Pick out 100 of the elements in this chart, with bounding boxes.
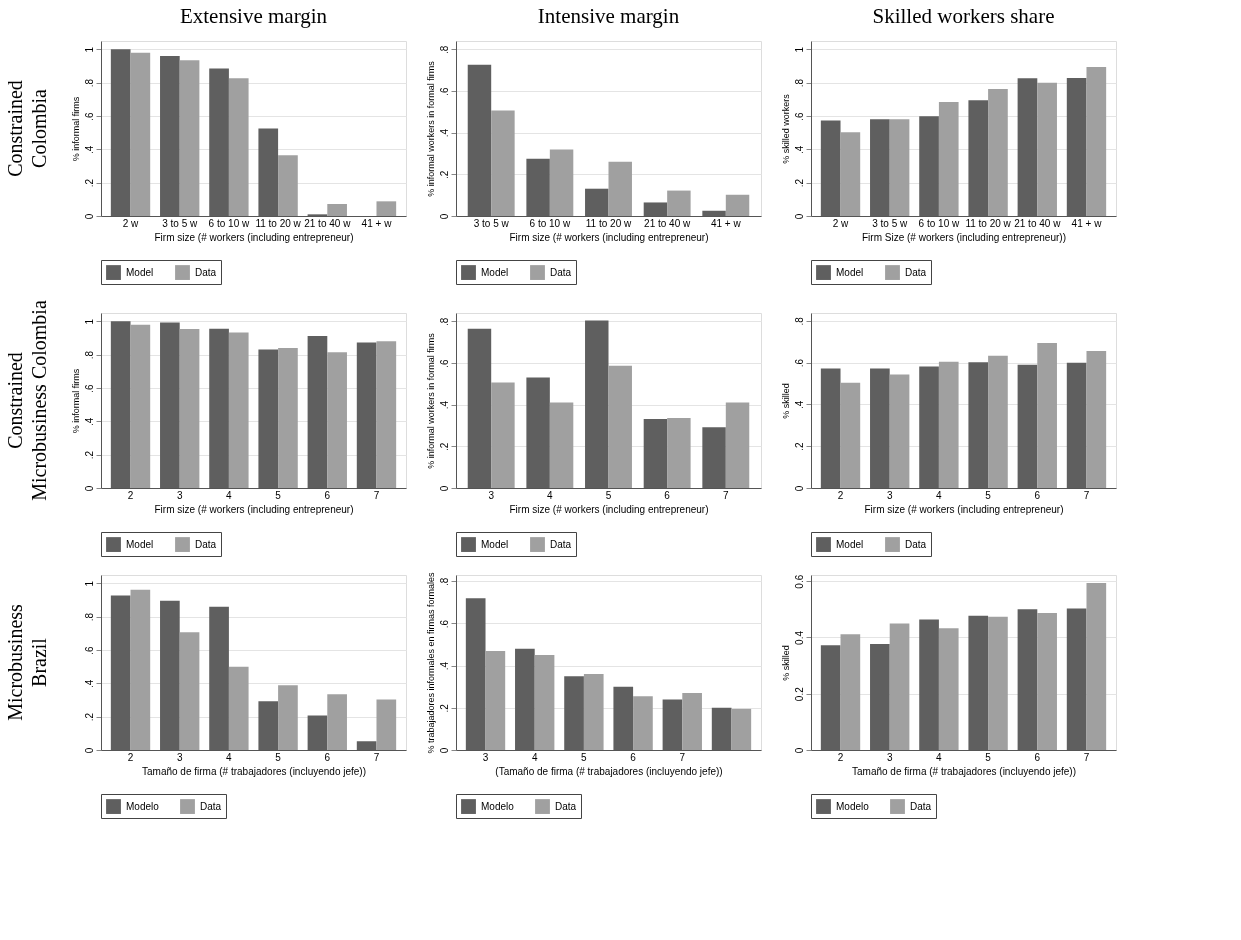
x-tick-label: 6 bbox=[630, 751, 637, 763]
x-tick-label: 6 bbox=[324, 751, 331, 763]
bar bbox=[667, 190, 691, 216]
legend-label: Data bbox=[555, 800, 577, 812]
bar bbox=[889, 623, 910, 750]
x-axis-title: Tamaño de firma (# trabajadores (incluyendo jefe)) bbox=[142, 765, 366, 777]
chart-title: Intensive margin bbox=[537, 4, 680, 28]
legend-label: Data bbox=[905, 266, 927, 278]
y-tick-label: 0 bbox=[438, 485, 450, 492]
bar bbox=[840, 132, 861, 216]
x-tick-label: 2 bbox=[127, 751, 134, 763]
x-tick-label: 5 bbox=[605, 489, 612, 501]
bar bbox=[988, 616, 1008, 750]
x-tick-label: 41 + w bbox=[361, 217, 393, 229]
x-tick-label: 4 bbox=[226, 489, 233, 501]
y-tick-label: .8 bbox=[83, 350, 95, 360]
y-tick-label: 1 bbox=[83, 46, 95, 53]
x-tick-label: 5 bbox=[985, 751, 992, 763]
y-tick-label: .6 bbox=[793, 111, 805, 121]
y-tick-label: .6 bbox=[83, 645, 95, 655]
y-tick-label: .8 bbox=[83, 612, 95, 622]
bar bbox=[1086, 67, 1107, 216]
x-tick-label: 7 bbox=[373, 751, 380, 763]
y-tick-label: 0 bbox=[438, 747, 450, 754]
x-tick-label: 21 to 40 w bbox=[1014, 217, 1062, 229]
y-tick-label: .8 bbox=[83, 78, 95, 88]
x-axis-title: Firm size (# workers (including entrepreneur) bbox=[864, 503, 1064, 515]
bar bbox=[228, 332, 249, 488]
bar bbox=[840, 382, 861, 488]
bar bbox=[130, 589, 151, 750]
legend-label: Model bbox=[481, 538, 509, 550]
bar bbox=[376, 201, 397, 216]
x-tick-label: 6 bbox=[1034, 751, 1041, 763]
x-axis-title: Firm Size (# workers (including entrepreneur)) bbox=[862, 231, 1066, 243]
y-tick-label: 0.6 bbox=[793, 574, 805, 589]
y-tick-label: .6 bbox=[438, 86, 450, 96]
y-tick-label: 1 bbox=[83, 318, 95, 325]
y-axis-title: % trabajadores informales en firmas formales bbox=[425, 571, 436, 754]
y-tick-label: 0 bbox=[438, 213, 450, 220]
y-tick-label: 0 bbox=[793, 485, 805, 492]
x-tick-label: 41 + w bbox=[1071, 217, 1103, 229]
x-tick-label: 3 bbox=[886, 751, 893, 763]
legend-label: Data bbox=[195, 538, 217, 550]
x-tick-label: 6 bbox=[1034, 489, 1041, 501]
bar bbox=[682, 693, 702, 750]
legend-label: Data bbox=[550, 538, 572, 550]
y-tick-label: .6 bbox=[83, 383, 95, 393]
legend-label: Data bbox=[905, 538, 927, 550]
y-tick-label: 0.4 bbox=[793, 630, 805, 645]
x-tick-label: 5 bbox=[275, 489, 282, 501]
y-tick-label: .2 bbox=[83, 712, 95, 722]
bar bbox=[633, 696, 653, 750]
x-tick-label: 3 bbox=[488, 489, 495, 501]
y-tick-label: .4 bbox=[793, 400, 805, 410]
bar bbox=[608, 365, 632, 488]
x-tick-label: 3 bbox=[886, 489, 893, 501]
y-tick-label: 0 bbox=[793, 213, 805, 220]
x-tick-label: 6 bbox=[664, 489, 671, 501]
bar bbox=[938, 628, 959, 750]
x-tick-label: 5 bbox=[985, 489, 992, 501]
y-axis-title: % informal firms bbox=[70, 96, 81, 162]
chart-title: Skilled workers share bbox=[872, 4, 1055, 28]
y-tick-label: .4 bbox=[438, 661, 450, 671]
x-tick-label: 6 to 10 w bbox=[918, 217, 960, 229]
bar bbox=[549, 402, 574, 488]
bar bbox=[376, 341, 397, 488]
x-axis-title: Firm size (# workers (including entrepreneur) bbox=[509, 503, 709, 515]
x-tick-label: 4 bbox=[936, 751, 943, 763]
bar bbox=[376, 699, 397, 750]
bar bbox=[130, 324, 151, 488]
text: Microbusiness Brazil bbox=[4, 603, 50, 721]
x-axis-title: Firm size (# workers (including entrepreneur) bbox=[154, 503, 354, 515]
legend-label: Data bbox=[550, 266, 572, 278]
x-tick-label: 7 bbox=[1083, 751, 1090, 763]
y-tick-label: 1 bbox=[793, 46, 805, 53]
bar bbox=[667, 418, 691, 488]
y-tick-label: .4 bbox=[83, 417, 95, 427]
x-tick-label: 5 bbox=[275, 751, 282, 763]
bar bbox=[725, 402, 750, 488]
y-tick-label: .6 bbox=[83, 111, 95, 121]
bar bbox=[491, 110, 515, 216]
y-tick-label: .4 bbox=[438, 128, 450, 138]
x-tick-label: 7 bbox=[373, 489, 380, 501]
y-tick-label: 0.2 bbox=[793, 686, 805, 702]
x-tick-label: 2 bbox=[837, 489, 844, 501]
bar bbox=[179, 60, 200, 216]
bar bbox=[1037, 612, 1057, 750]
y-tick-label: .8 bbox=[438, 317, 450, 327]
bar bbox=[327, 352, 347, 488]
bar bbox=[278, 155, 298, 216]
bar bbox=[179, 632, 200, 750]
text: Constrained Colombia bbox=[4, 80, 50, 177]
y-tick-label: 0 bbox=[793, 747, 805, 754]
legend-label: Modelo bbox=[481, 800, 515, 812]
legend-label: Model bbox=[836, 538, 864, 550]
x-tick-label: 21 to 40 w bbox=[304, 217, 352, 229]
bar bbox=[534, 655, 555, 750]
x-tick-label: 6 bbox=[324, 489, 331, 501]
bar bbox=[1037, 343, 1057, 488]
x-tick-label: 4 bbox=[547, 489, 554, 501]
